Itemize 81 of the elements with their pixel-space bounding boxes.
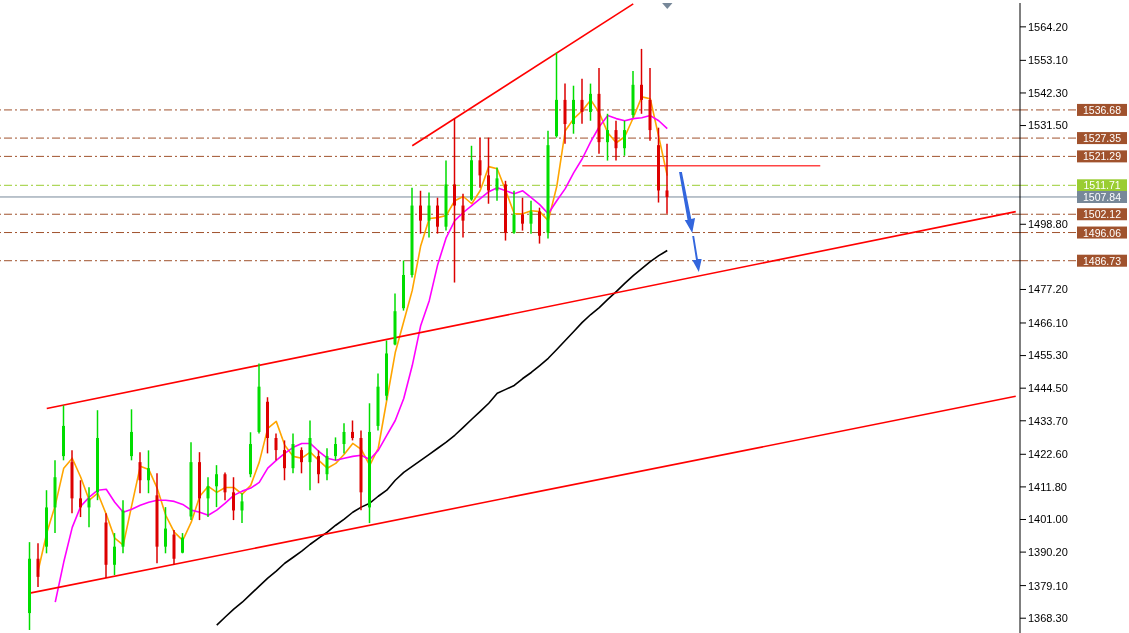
candlestick: [657, 126, 660, 204]
candlestick: [478, 136, 482, 189]
candlestick: [206, 476, 210, 518]
ref-line-label: 1502.12: [1083, 208, 1122, 221]
y-tick-label: 1498.80: [1028, 218, 1068, 231]
candlestick: [521, 196, 524, 232]
y-tick-label: 1368.30: [1028, 612, 1068, 625]
candlestick: [427, 191, 431, 239]
candlestick: [487, 136, 490, 205]
y-tick-label: 1564.20: [1028, 20, 1068, 33]
candlestick: [96, 409, 99, 501]
ref-line-label: 1486.73: [1083, 254, 1122, 267]
y-tick-label: 1542.30: [1028, 86, 1068, 99]
candlestick: [504, 180, 507, 242]
candlestick: [580, 78, 584, 125]
candlestick: [62, 404, 65, 462]
candlestick: [623, 119, 626, 157]
candlestick: [640, 48, 643, 115]
candlestick: [181, 532, 184, 555]
ref-line-label: 1496.06: [1083, 226, 1122, 239]
candlestick: [113, 532, 116, 576]
ref-line-label: 1527.35: [1083, 132, 1122, 145]
candlestick: [215, 464, 218, 508]
candlestick: [334, 436, 337, 462]
candlestick: [470, 145, 473, 202]
candlestick: [249, 431, 252, 478]
candlestick: [529, 199, 533, 235]
candlestick: [461, 193, 465, 239]
candlestick: [130, 408, 133, 462]
y-tick-label: 1379.10: [1028, 579, 1068, 592]
candlestick: [419, 190, 422, 235]
candlestick: [138, 451, 142, 494]
candlestick: [325, 447, 329, 481]
y-tick-label: 1422.60: [1028, 448, 1068, 461]
candlestick: [147, 449, 150, 494]
candlestick: [614, 119, 618, 162]
y-tick-label: 1531.50: [1028, 119, 1068, 132]
candlestick: [266, 396, 269, 455]
candlestick: [232, 476, 235, 521]
ref-line-label: 1507.84: [1083, 190, 1122, 203]
candlestick: [606, 113, 609, 162]
candlestick: [385, 339, 388, 402]
candlestick: [453, 117, 456, 284]
candlestick: [342, 422, 346, 455]
y-tick-label: 1444.50: [1028, 382, 1068, 395]
candlestick: [164, 506, 167, 555]
candlestick: [436, 196, 439, 235]
candlestick: [555, 52, 558, 139]
candlestick: [87, 486, 91, 529]
candlestick: [512, 190, 516, 235]
ref-line-label: 1511.71: [1083, 179, 1121, 192]
candlestick: [665, 142, 669, 215]
y-tick-label: 1477.20: [1028, 283, 1068, 296]
candlestick: [283, 439, 286, 481]
candlestick: [495, 166, 499, 202]
y-tick-label: 1455.30: [1028, 349, 1068, 362]
candlestick: [36, 542, 40, 588]
y-tick-label: 1390.20: [1028, 546, 1068, 558]
candlestick: [45, 489, 48, 555]
candlestick: [589, 82, 592, 122]
candlestick: [300, 446, 303, 475]
candlestick: [351, 419, 354, 442]
y-tick-label: 1411.80: [1028, 480, 1067, 493]
candlestick: [317, 449, 320, 485]
candlestick: [240, 492, 244, 524]
candlestick: [402, 259, 405, 312]
candlestick: [79, 479, 82, 518]
y-tick-label: 1433.70: [1028, 414, 1068, 427]
candlestick: [223, 471, 227, 501]
candlestick: [572, 84, 575, 135]
candlestick: [28, 541, 31, 631]
ref-line-label: 1536.68: [1083, 103, 1122, 116]
candlestick: [538, 206, 541, 245]
y-tick-label: 1401.00: [1028, 513, 1068, 526]
y-tick-label: 1553.10: [1028, 54, 1068, 67]
candlestick: [274, 432, 278, 462]
candlestick: [198, 451, 201, 521]
line-series: [215, 249, 669, 626]
candlestick: [368, 402, 371, 524]
ref-line-label: 1521.29: [1083, 150, 1122, 163]
y-tick-label: 1466.10: [1028, 316, 1068, 329]
